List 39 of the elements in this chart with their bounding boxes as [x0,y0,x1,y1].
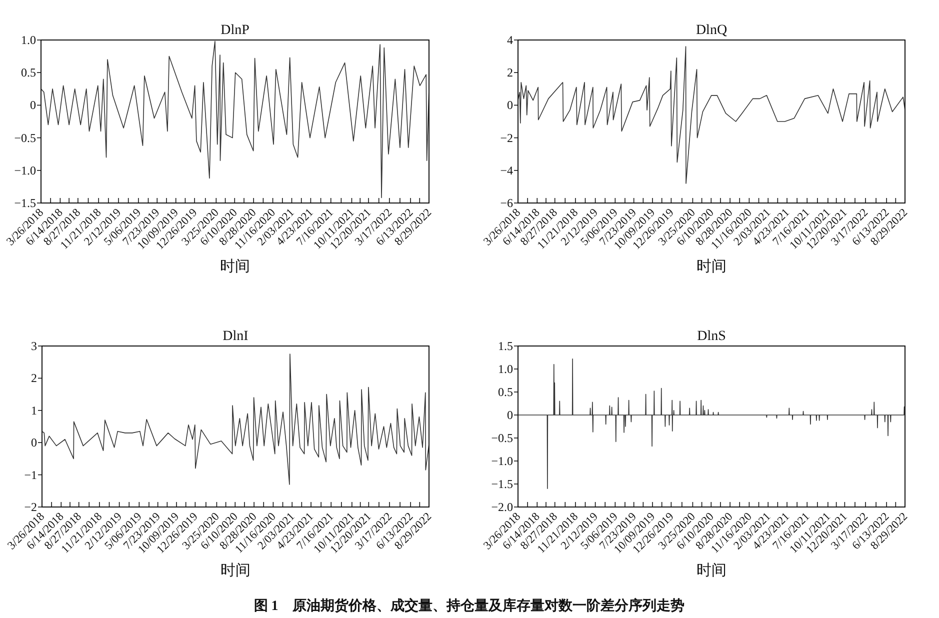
y-tick-label: 2 [507,66,513,80]
y-tick-label: −0.5 [491,431,513,445]
y-tick-label: −4 [500,163,513,178]
y-tick-label: −1.0 [14,163,36,178]
x-axis-title: 时间 [220,562,250,579]
y-tick-label: −2 [24,500,37,514]
y-tick-label: −1 [24,468,37,482]
chart-title: DlnI [222,329,249,344]
line-series [518,46,905,184]
y-tick-label: 0 [507,408,513,422]
y-tick-label: 1 [31,403,37,418]
y-tick-label: 0.5 [498,385,513,399]
y-tick-label: −6 [500,196,513,210]
x-axis-title: 时间 [696,258,726,275]
y-tick-label: −1.5 [14,196,36,210]
y-tick-label: 1.0 [21,33,36,47]
line-series [41,40,429,198]
line-series [42,354,429,485]
y-tick-label: −1.5 [491,477,513,491]
caption: 图 1 原油期货价格、成交量、持仓量及库存量对数一阶差分序列走势 [254,597,684,614]
line-series [518,358,905,489]
y-tick-label: 0 [507,98,513,112]
y-tick-label: −2 [500,130,513,145]
y-tick-label: 1.5 [498,339,513,353]
y-tick-label: 0.5 [21,66,36,80]
chart-title: DlnQ [696,23,728,38]
y-tick-label: 0 [31,436,37,450]
y-tick-label: 3 [31,339,37,353]
chart-title: DlnS [697,329,726,344]
y-tick-label: −2.0 [491,500,513,514]
x-axis-title: 时间 [220,258,250,275]
y-tick-label: 2 [31,371,37,386]
y-tick-label: −0.5 [14,130,36,145]
y-tick-label: 1.0 [498,362,513,376]
y-tick-label: 4 [507,33,513,47]
chart-title: DlnP [220,23,250,38]
y-tick-label: −1.0 [491,454,513,468]
y-tick-label: 0 [30,98,36,112]
x-axis-title: 时间 [696,562,726,579]
